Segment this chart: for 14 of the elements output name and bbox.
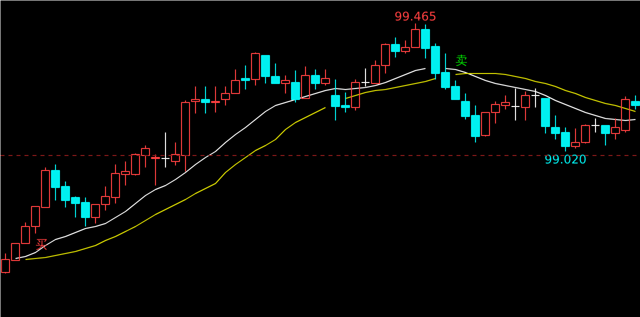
candlestick (201, 86, 210, 114)
candlestick (511, 88, 520, 121)
candlestick (191, 86, 200, 114)
annotation: 买 (36, 238, 48, 252)
candlestick (161, 132, 170, 168)
annotation: 99.465 (394, 10, 437, 24)
candlestick (391, 37, 400, 58)
candlestick (591, 118, 600, 133)
candlestick (211, 86, 220, 113)
candlestick (241, 65, 250, 90)
annotation: 卖 (456, 54, 468, 68)
candlestick (281, 75, 290, 94)
candlestick (531, 88, 540, 108)
candlestick (311, 69, 320, 90)
